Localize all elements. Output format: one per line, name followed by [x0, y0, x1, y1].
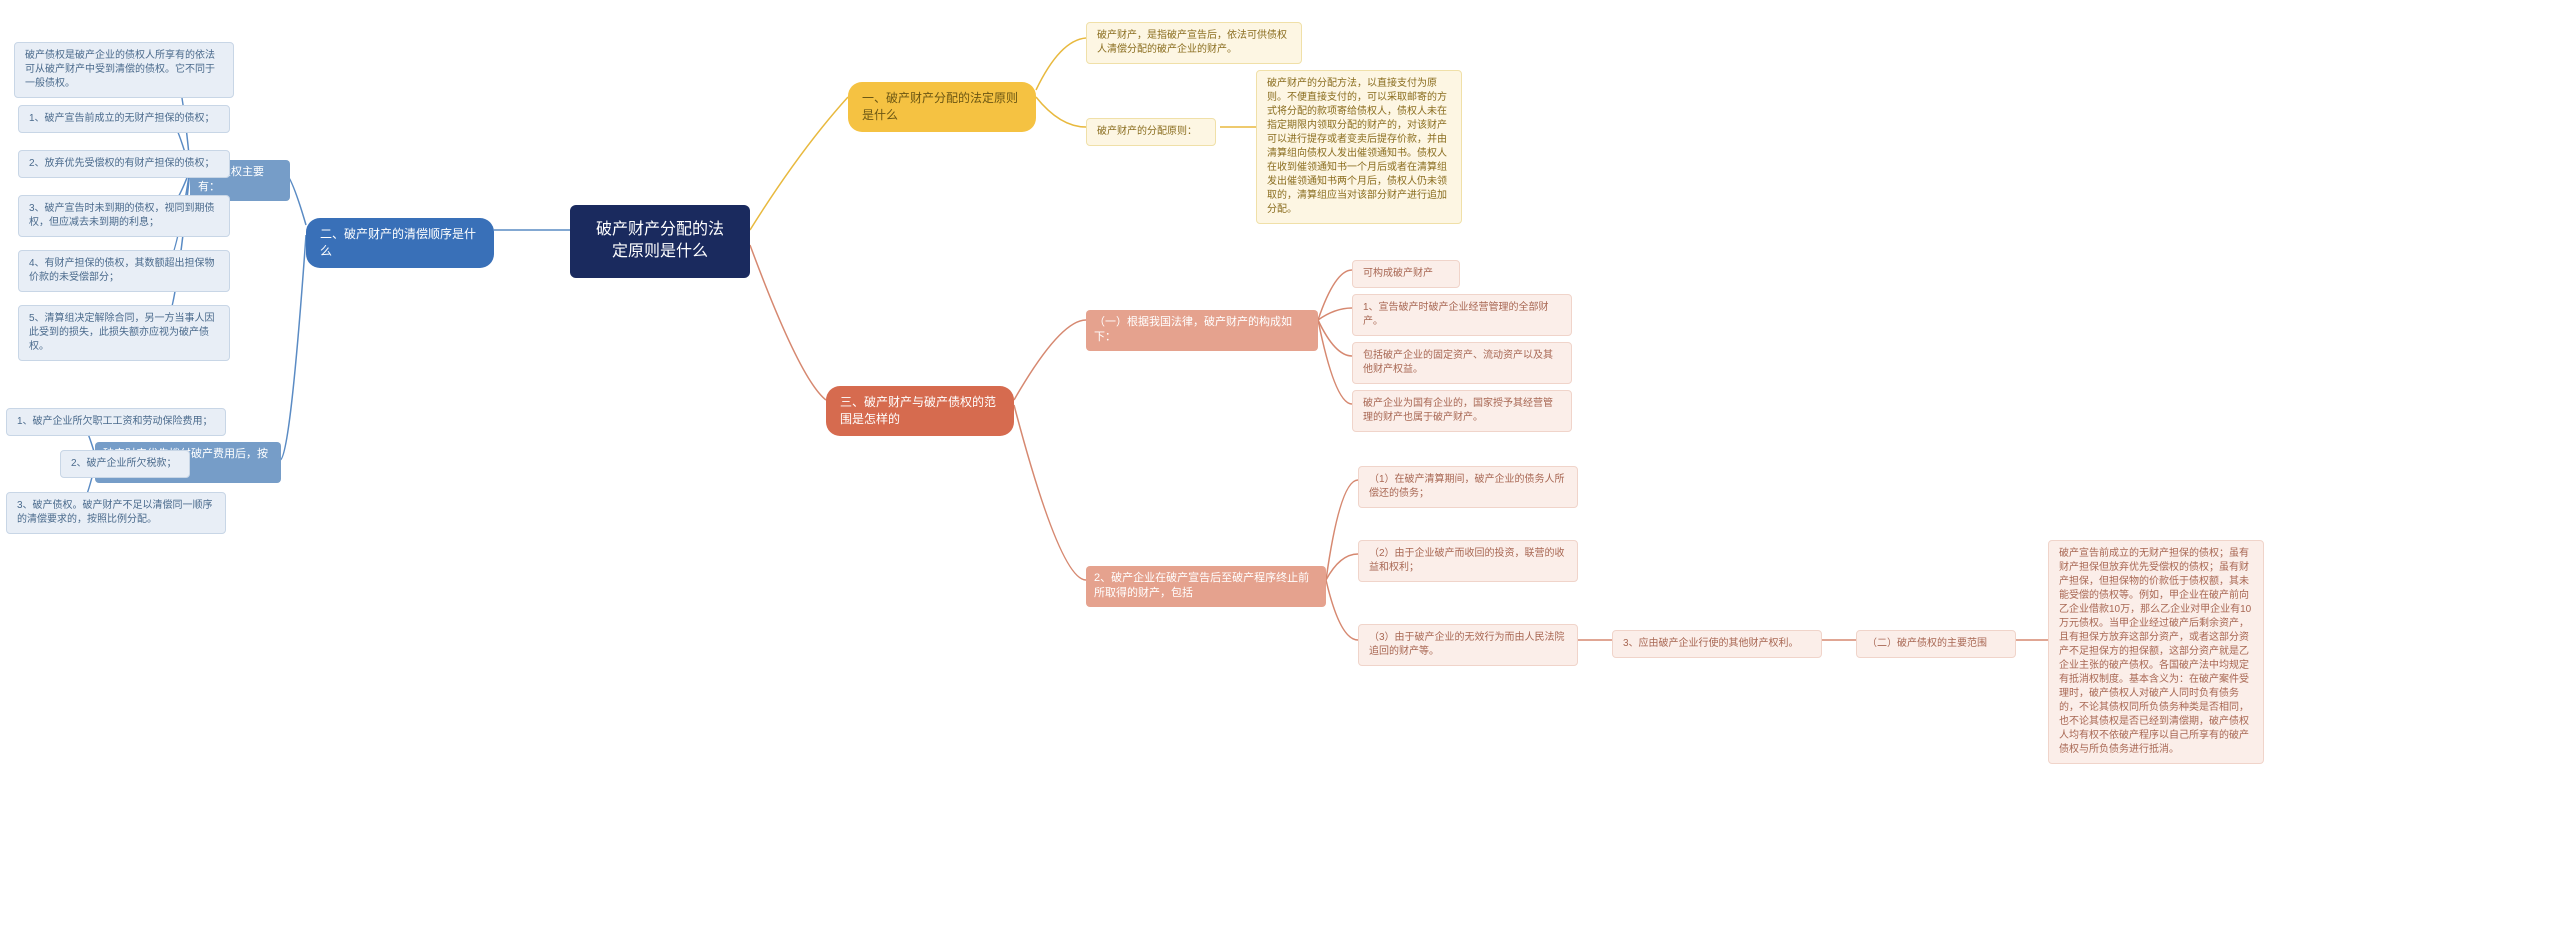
b3-sub2: 2、破产企业在破产宣告后至破产程序终止前所取得的财产，包括 [1086, 566, 1326, 607]
b3-sub1-item1: 1、宣告破产时破产企业经营管理的全部财产。 [1352, 294, 1572, 336]
b3-sub1-item3: 破产企业为国有企业的，国家授予其经营管理的财产也属于破产财产。 [1352, 390, 1572, 432]
b2-bot-item2: 3、破产债权。破产财产不足以清偿同一顺序的清偿要求的，按照比例分配。 [6, 492, 226, 534]
b2-bot-item1: 2、破产企业所欠税款； [60, 450, 190, 478]
b2-top-intro: 破产债权是破产企业的债权人所享有的依法可从破产财产中受到清偿的债权。它不同于一般… [14, 42, 234, 98]
b2-top-item0: 1、破产宣告前成立的无财产担保的债权； [18, 105, 230, 133]
b1-title: 一、破产财产分配的法定原则是什么 [848, 82, 1036, 132]
b2-top-item4: 5、清算组决定解除合同，另一方当事人因此受到的损失，此损失额亦应视为破产债权。 [18, 305, 230, 361]
b1-leaf2: 破产财产的分配方法，以直接支付为原则。不便直接支付的，可以采取邮寄的方式将分配的… [1256, 70, 1462, 224]
b3-sub1-item2: 包括破产企业的固定资产、流动资产以及其他财产权益。 [1352, 342, 1572, 384]
b3-sub2-item0: （1）在破产清算期间，破产企业的债务人所偿还的债务； [1358, 466, 1578, 508]
b3-sub4-text: 破产宣告前成立的无财产担保的债权；虽有财产担保但放弃优先受偿权的债权；虽有财产担… [2048, 540, 2264, 764]
b3-sub3: 3、应由破产企业行使的其他财产权利。 [1612, 630, 1822, 658]
b3-sub2-item2: （3）由于破产企业的无效行为而由人民法院追回的财产等。 [1358, 624, 1578, 666]
b3-sub4: （二）破产债权的主要范围 [1856, 630, 2016, 658]
b1-sub1: 破产财产的分配原则： [1086, 118, 1216, 146]
b2-top-item1: 2、放弃优先受偿权的有财产担保的债权； [18, 150, 230, 178]
b3-title: 三、破产财产与破产债权的范围是怎样的 [826, 386, 1014, 436]
b3-sub1-item0: 可构成破产财产 [1352, 260, 1460, 288]
center-node: 破产财产分配的法定原则是什么 [570, 205, 750, 278]
b2-title: 二、破产财产的清偿顺序是什么 [306, 218, 494, 268]
b2-bot-item0: 1、破产企业所欠职工工资和劳动保险费用； [6, 408, 226, 436]
b3-sub1: （一）根据我国法律，破产财产的构成如下： [1086, 310, 1318, 351]
b3-sub2-item1: （2）由于企业破产而收回的投资，联营的收益和权利； [1358, 540, 1578, 582]
b2-top-item3: 4、有财产担保的债权，其数额超出担保物价款的未受偿部分； [18, 250, 230, 292]
b2-top-item2: 3、破产宣告时未到期的债权，视同到期债权，但应减去未到期的利息； [18, 195, 230, 237]
b1-leaf1: 破产财产，是指破产宣告后，依法可供债权人清偿分配的破产企业的财产。 [1086, 22, 1302, 64]
